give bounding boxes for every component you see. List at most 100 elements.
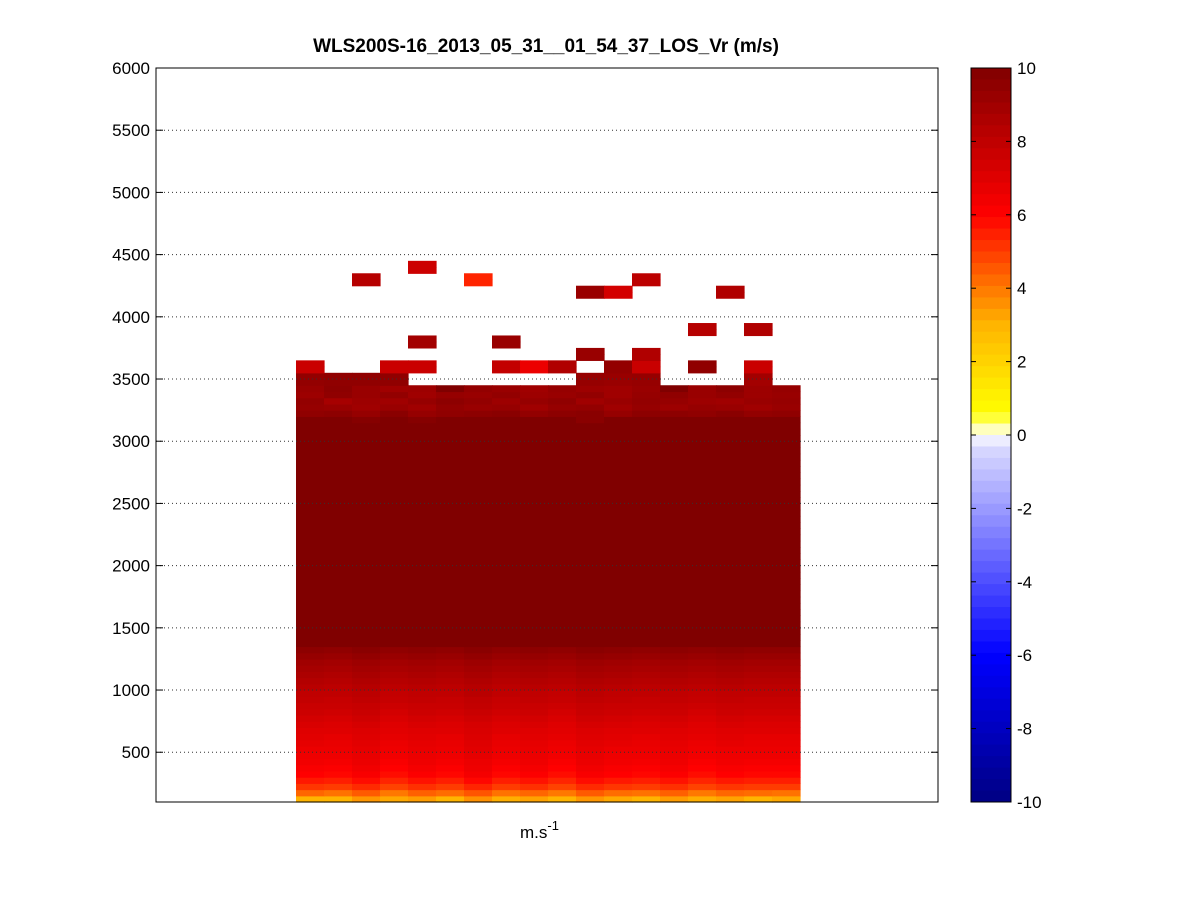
heatmap-cell [548, 490, 577, 498]
heatmap-cell [408, 559, 437, 567]
heatmap-cell [688, 590, 717, 598]
heatmap-cell [744, 627, 773, 635]
heatmap-cell [604, 416, 633, 424]
heatmap-cell [520, 640, 549, 648]
heatmap-cell [408, 391, 437, 399]
heatmap-cell [464, 777, 493, 784]
heatmap-cell [520, 428, 549, 436]
heatmap-cell [520, 571, 549, 579]
heatmap-cell [632, 677, 661, 685]
heatmap-cell [576, 379, 605, 386]
heatmap-cell [352, 497, 381, 505]
heatmap-cell [688, 565, 717, 573]
heatmap-cell [576, 615, 605, 623]
heatmap-cell [632, 435, 661, 442]
heatmap-cell [632, 696, 661, 704]
heatmap-cell [352, 279, 381, 287]
colorbar-segment [971, 526, 1011, 539]
heatmap-cell [688, 360, 717, 368]
heatmap-cell [716, 422, 745, 430]
heatmap-cell [296, 758, 325, 766]
heatmap-cell [632, 565, 661, 573]
heatmap-cell [660, 422, 689, 430]
heatmap-cell [324, 652, 353, 660]
heatmap-cell [548, 634, 577, 641]
heatmap-cell [492, 596, 521, 604]
heatmap-cell [660, 546, 689, 554]
heatmap-cell [576, 584, 605, 592]
heatmap-cell [604, 602, 633, 610]
heatmap-cell [576, 671, 605, 679]
heatmap-cell [352, 416, 381, 424]
heatmap-cell [604, 466, 633, 473]
heatmap-cell [576, 590, 605, 598]
heatmap-cell [604, 789, 633, 797]
heatmap-cell [548, 559, 577, 567]
heatmap-cell [520, 578, 549, 585]
heatmap-cell [660, 602, 689, 610]
heatmap-cell [548, 571, 577, 579]
heatmap-cell [492, 559, 521, 567]
heatmap-cell [688, 391, 717, 399]
heatmap-cell [464, 385, 493, 393]
heatmap-cell [716, 696, 745, 704]
colorbar-segment [971, 343, 1011, 356]
heatmap-cell [380, 372, 409, 380]
heatmap-cell [436, 503, 465, 511]
heatmap-cell [576, 652, 605, 660]
heatmap-cell [492, 366, 521, 374]
heatmap-cell [408, 528, 437, 536]
heatmap-cell [688, 652, 717, 660]
heatmap-cell [464, 789, 493, 797]
heatmap-cell [660, 621, 689, 629]
heatmap-cell [716, 459, 745, 467]
heatmap-cell [688, 503, 717, 511]
heatmap-cell [352, 571, 381, 579]
colorbar-segment [971, 457, 1011, 470]
heatmap-cell [772, 441, 801, 449]
heatmap-cell [380, 590, 409, 598]
heatmap-cell [716, 702, 745, 710]
heatmap-cell [772, 758, 801, 766]
heatmap-cell [576, 546, 605, 554]
heatmap-cell [464, 640, 493, 648]
heatmap-cell [744, 602, 773, 610]
heatmap-cell [548, 615, 577, 623]
heatmap-cell [688, 634, 717, 641]
heatmap-cell [716, 497, 745, 505]
heatmap-cell [464, 578, 493, 585]
heatmap-cell [436, 615, 465, 623]
heatmap-cell [688, 553, 717, 561]
heatmap-cell [604, 671, 633, 679]
heatmap-cell [324, 515, 353, 523]
heatmap-cell [408, 397, 437, 405]
heatmap-cell [408, 441, 437, 449]
heatmap-cell [688, 714, 717, 722]
heatmap-cell [576, 453, 605, 461]
heatmap-cell [632, 658, 661, 666]
heatmap-cell [716, 416, 745, 424]
heatmap-cell [296, 615, 325, 623]
heatmap-cell [744, 490, 773, 498]
heatmap-cell [660, 783, 689, 791]
heatmap-cell [576, 696, 605, 704]
heatmap-cell [436, 447, 465, 455]
heatmap-cell [520, 665, 549, 672]
heatmap-cell [576, 403, 605, 411]
heatmap-cell [688, 758, 717, 766]
heatmap-cell [324, 770, 353, 778]
heatmap-cell [548, 690, 577, 697]
heatmap-cell [716, 509, 745, 517]
heatmap-cell [436, 652, 465, 660]
heatmap-cell [436, 565, 465, 573]
colorbar-tick-label: 4 [1017, 279, 1026, 298]
heatmap-cell [520, 789, 549, 797]
colorbar-tick-label: -6 [1017, 646, 1032, 665]
heatmap-cell [352, 739, 381, 747]
heatmap-cell [604, 584, 633, 592]
heatmap-cell [352, 391, 381, 399]
heatmap-cell [324, 714, 353, 722]
heatmap-cell [380, 459, 409, 467]
heatmap-cell [604, 403, 633, 411]
heatmap-cell [380, 553, 409, 561]
